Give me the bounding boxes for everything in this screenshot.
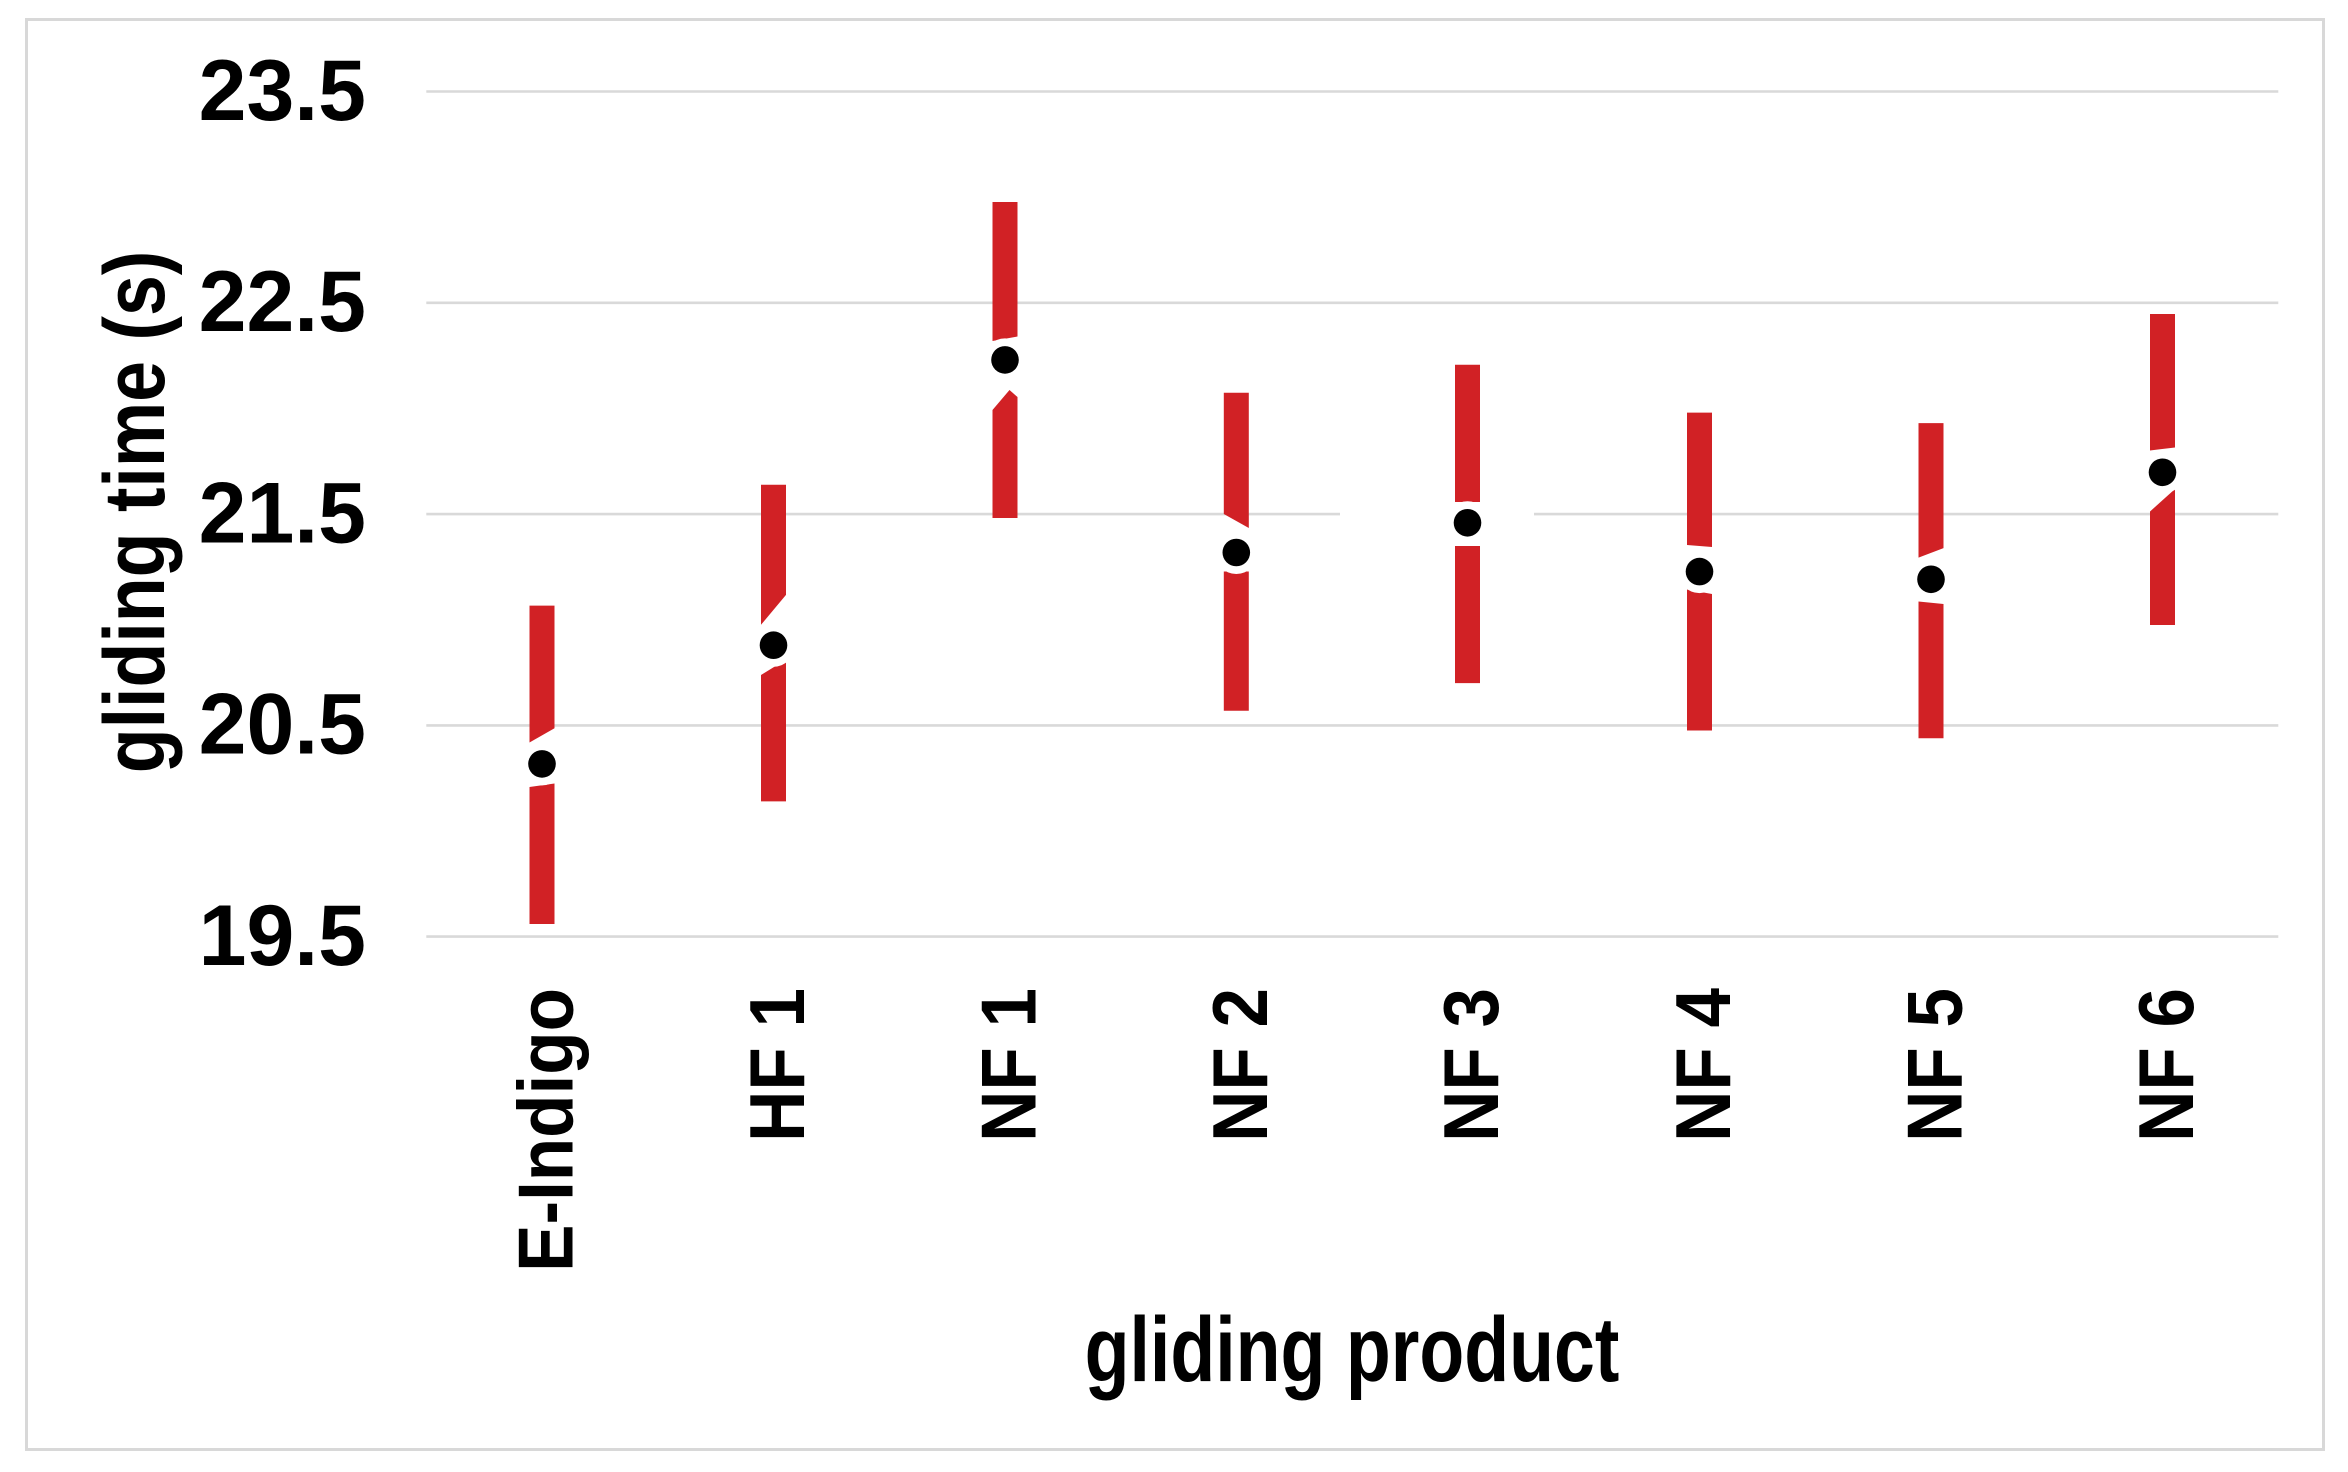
svg-text:22.5: 22.5 — [199, 254, 366, 350]
svg-text:NF 1: NF 1 — [964, 988, 1052, 1142]
svg-text:19.5: 19.5 — [199, 888, 366, 984]
svg-text:NF 2: NF 2 — [1196, 988, 1284, 1142]
svg-text:E-Indigo: E-Indigo — [501, 988, 589, 1272]
svg-text:20.5: 20.5 — [199, 677, 366, 773]
svg-text:21.5: 21.5 — [199, 465, 366, 561]
svg-text:NF 5: NF 5 — [1890, 988, 1978, 1142]
svg-text:HF 1: HF 1 — [733, 988, 821, 1142]
svg-text:23.5: 23.5 — [199, 43, 366, 139]
svg-text:gliding product: gliding product — [1085, 1298, 1620, 1401]
svg-text:NF 6: NF 6 — [2122, 988, 2210, 1142]
svg-text:gliding time (s): gliding time (s) — [86, 251, 183, 774]
svg-text:NF 3: NF 3 — [1427, 988, 1515, 1142]
svg-text:NF 4: NF 4 — [1659, 988, 1747, 1142]
